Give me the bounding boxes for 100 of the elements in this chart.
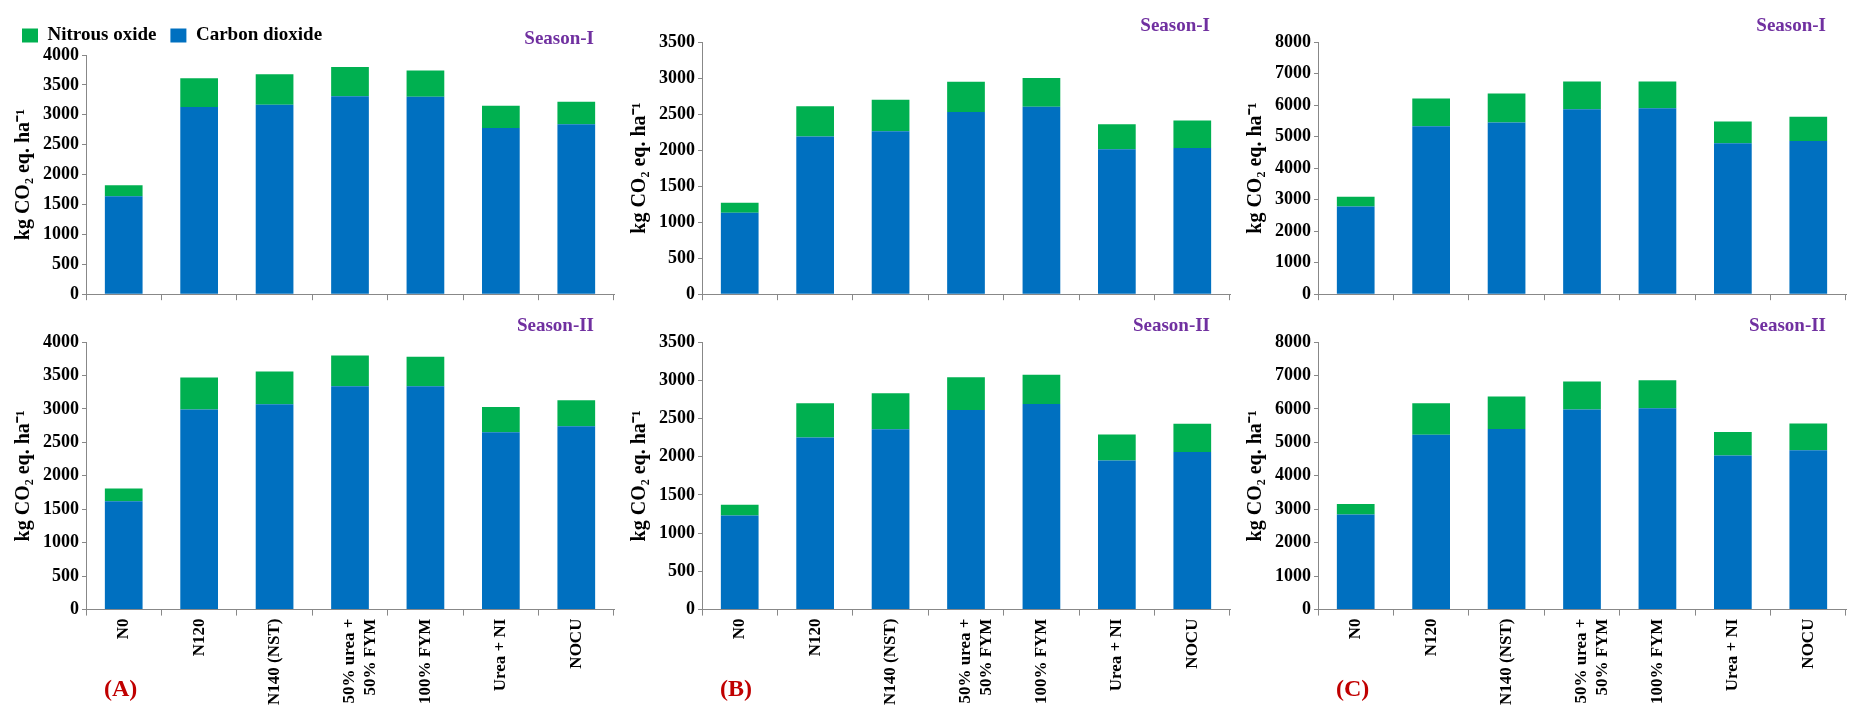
bar [1412,403,1450,435]
x-tick-label: N120 [1420,618,1440,657]
y-tick-label: 4000 [43,43,79,64]
x-tick-label: Urea + NI [490,618,510,692]
y-tick-label: 3500 [659,30,695,51]
bar [1336,503,1375,515]
bar [720,504,759,516]
y-tick-label: 5000 [1275,431,1311,451]
bar [1563,109,1601,294]
x-tick-label: N140 (NST) [879,618,899,705]
legend-label: Carbon dioxide [195,23,323,45]
bar [1022,106,1061,294]
y-tick-label: 3500 [43,364,79,385]
bar [406,356,445,387]
bar [180,409,218,610]
chart-title: Season-I [524,27,594,49]
y-tick-label: 0 [686,598,695,619]
y-tick-label: 1000 [659,521,695,542]
y-tick-label: 0 [70,598,79,619]
y-tick-label: 0 [70,282,79,303]
bar [796,136,834,294]
bar [1098,460,1136,610]
y-tick-label: 8000 [1275,330,1311,351]
y-tick-label: 1000 [1275,564,1311,585]
bar [1563,381,1601,410]
y-tick-label: 4000 [43,330,79,351]
bar [557,124,596,294]
x-tick-label: 50% urea + 50% FYM [339,618,379,704]
text: (C) [1336,675,1370,702]
bar [1487,396,1526,429]
x-tick-label: N0 [113,618,133,640]
text: (B) [720,675,752,702]
y-tick-label: 2500 [43,133,79,154]
bar [1412,126,1450,294]
legend-label: Nitrous oxide [47,23,157,45]
x-tick-label: N0 [729,618,749,640]
bar [482,127,520,294]
bar [1098,124,1136,150]
bar [180,78,218,108]
y-tick-label: 2000 [659,445,695,466]
y-tick-label: 3000 [659,66,695,87]
y-axis-title: kg CO₂ eq. ha⁻¹ [627,102,651,234]
bar [1412,434,1450,610]
x-tick-label: N0 [1345,618,1365,640]
y-tick-label: 3000 [1275,188,1311,209]
bar [557,400,596,427]
bar [947,377,985,411]
bar [104,501,143,610]
chart-title: Season-II [1132,314,1210,336]
y-tick-label: 8000 [1275,30,1311,51]
bar [180,107,218,294]
y-tick-label: 1000 [659,210,695,231]
bar [331,386,369,610]
x-tick-label: N120 [188,618,208,657]
y-tick-label: 500 [52,564,79,585]
x-tick-label: 50% urea + 50% FYM [1571,618,1611,704]
bar [1714,143,1752,294]
bar [104,196,143,294]
bar [796,106,834,137]
chart-title: Season-I [1140,14,1210,36]
bar [1789,450,1828,610]
bar [947,81,985,112]
y-tick-label: 5000 [1275,125,1311,146]
y-tick-label: 4000 [1275,156,1311,177]
y-tick-label: 3000 [659,368,695,389]
bar [1098,434,1136,461]
bar [1638,81,1677,109]
bar [1336,206,1375,294]
bar [255,404,294,610]
y-tick-label: 1500 [659,483,695,504]
bar [482,406,520,433]
x-tick-label: Urea + NI [1106,618,1126,692]
y-tick-label: 6000 [1275,93,1311,114]
bar [1638,380,1677,409]
bar [1638,408,1677,610]
bar [1173,423,1212,453]
y-tick-label: 0 [686,282,695,303]
bar [1714,431,1752,456]
bar [796,403,834,438]
chart-title: Season-II [1748,314,1826,336]
y-tick-label: 2500 [659,407,695,428]
y-tick-label: 1500 [43,193,79,214]
y-tick-label: 6000 [1275,397,1311,418]
y-tick-label: 2000 [43,163,79,184]
y-tick-label: 2500 [43,431,79,451]
bar [1487,428,1526,610]
bar [1173,452,1212,610]
bar [482,105,520,128]
bar [406,386,445,610]
bar [871,429,910,610]
bar [947,410,985,610]
bar [720,202,759,213]
bar [720,212,759,294]
bar [180,377,218,410]
y-axis-title: kg CO₂ eq. ha⁻¹ [627,410,651,542]
y-tick-label: 3000 [43,397,79,418]
x-tick-label: N140 (NST) [263,618,283,705]
bar [871,131,910,294]
bar [406,96,445,294]
bar [104,488,143,502]
